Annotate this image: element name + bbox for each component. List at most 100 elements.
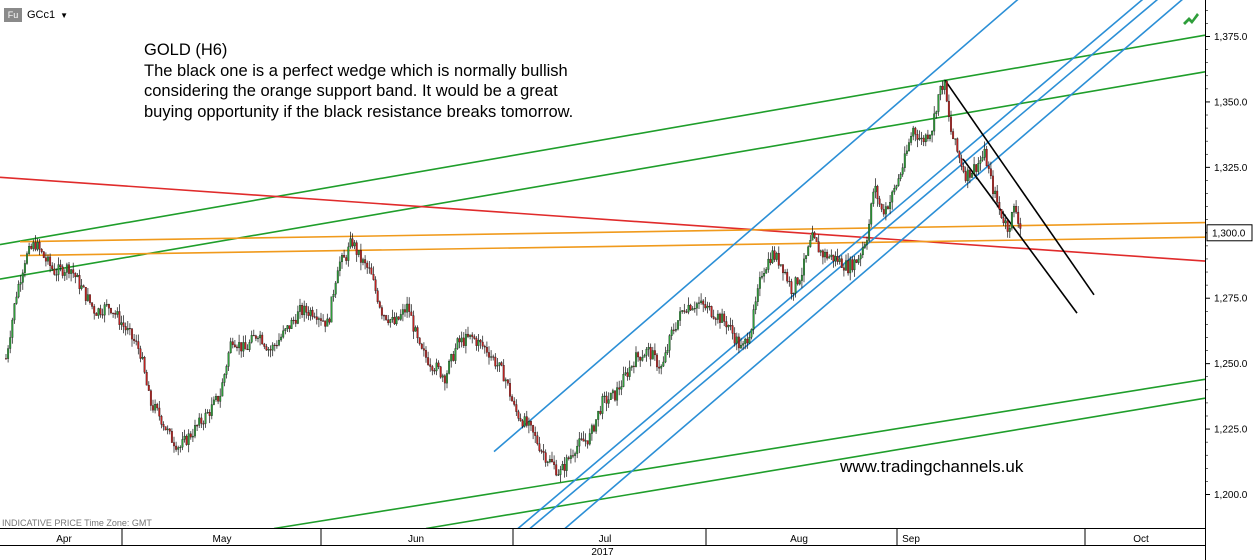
- candle-body: [282, 330, 285, 338]
- month-label-aug: Aug: [790, 534, 808, 545]
- candle-body: [143, 357, 146, 373]
- candle-body: [26, 253, 28, 264]
- candle-body: [9, 337, 12, 349]
- month-label-oct: Oct: [1133, 534, 1149, 545]
- candle-body: [874, 185, 877, 193]
- candle-body: [116, 311, 119, 315]
- candle-body: [65, 264, 68, 273]
- candle-body: [723, 313, 726, 322]
- candle-body: [679, 311, 682, 321]
- candle-body: [509, 383, 511, 397]
- candle-body: [23, 263, 26, 273]
- candle-body: [985, 148, 988, 167]
- candle-body: [905, 150, 908, 154]
- candle-body: [196, 425, 199, 427]
- candle-body: [210, 404, 213, 416]
- candle-body: [956, 138, 959, 152]
- candle-body: [72, 269, 75, 274]
- candle-body: [693, 308, 696, 310]
- candle-body: [233, 344, 236, 348]
- candle-body: [662, 361, 665, 367]
- candle-body: [695, 303, 698, 309]
- candle-body: [670, 329, 673, 336]
- candle-body: [13, 303, 16, 321]
- candle-body: [737, 336, 740, 349]
- candle-body: [254, 335, 257, 339]
- candle-body: [32, 242, 35, 249]
- annotation-title: GOLD (H6): [144, 41, 228, 59]
- candle-body: [771, 250, 774, 263]
- candle-body: [889, 202, 892, 209]
- candle-body: [733, 333, 736, 344]
- candle-body: [836, 256, 839, 262]
- candle-body: [748, 337, 751, 344]
- candle-body: [792, 292, 795, 295]
- candle-body: [217, 396, 220, 402]
- candle-body: [490, 356, 493, 358]
- candle-body: [660, 365, 663, 369]
- x-axis-panel: [0, 528, 1205, 560]
- candle-body: [511, 396, 514, 402]
- candle-body: [731, 325, 734, 334]
- candle-body: [521, 420, 524, 427]
- candle-body: [758, 277, 761, 289]
- y-axis-panel: [1205, 0, 1255, 560]
- candle-body: [777, 253, 780, 266]
- candle-body: [845, 260, 847, 271]
- candle-body: [750, 329, 753, 338]
- candle-body: [229, 341, 232, 354]
- candle-body: [206, 412, 209, 414]
- candle-body: [376, 290, 379, 303]
- candle-body: [672, 329, 675, 331]
- candle-body: [689, 304, 692, 311]
- candle-body: [1017, 211, 1020, 224]
- price-tag-box: [1206, 224, 1253, 242]
- candle-body: [370, 267, 373, 275]
- candle-body: [89, 294, 91, 303]
- candle-body: [170, 431, 173, 443]
- candle-body: [49, 256, 52, 266]
- symbol-toolbar[interactable]: Fu GCc1 ▼: [4, 8, 68, 22]
- candle-body: [160, 416, 163, 425]
- candle-body: [53, 268, 56, 275]
- candle-body: [448, 360, 451, 374]
- candle-body: [826, 251, 829, 259]
- candle-body: [496, 365, 499, 367]
- candle-body: [620, 386, 623, 390]
- caret-down-icon[interactable]: ▼: [60, 10, 69, 20]
- candle-body: [971, 173, 973, 178]
- candle-body: [977, 163, 980, 172]
- candle-body: [502, 365, 505, 382]
- candle-body: [968, 169, 971, 178]
- candle-body: [769, 258, 772, 264]
- candle-body: [471, 334, 474, 337]
- candle-body: [922, 137, 925, 143]
- candle-body: [893, 188, 896, 193]
- candle-body: [821, 250, 824, 258]
- candle-body: [324, 320, 327, 327]
- candle-body: [611, 390, 614, 394]
- candle-body: [698, 302, 700, 304]
- candle-body: [166, 428, 169, 431]
- candle-body: [294, 319, 297, 324]
- candle-body: [397, 316, 400, 320]
- candle-body: [416, 327, 419, 339]
- candle-body: [481, 341, 484, 347]
- candle-body: [349, 238, 352, 248]
- candle-body: [347, 246, 350, 261]
- candle-body: [567, 457, 570, 459]
- candle-body: [555, 464, 558, 476]
- symbol-label[interactable]: GCc1: [27, 9, 56, 21]
- candle-body: [57, 264, 60, 275]
- candle-body: [828, 256, 831, 259]
- candle-body: [536, 435, 539, 444]
- candle-body: [943, 80, 946, 90]
- candle-body: [303, 305, 306, 316]
- candle-body: [11, 319, 14, 338]
- candle-body: [70, 269, 73, 274]
- candle-body: [794, 277, 797, 294]
- candle-body: [903, 153, 906, 168]
- candle-body: [523, 416, 526, 427]
- candle-body: [212, 399, 215, 405]
